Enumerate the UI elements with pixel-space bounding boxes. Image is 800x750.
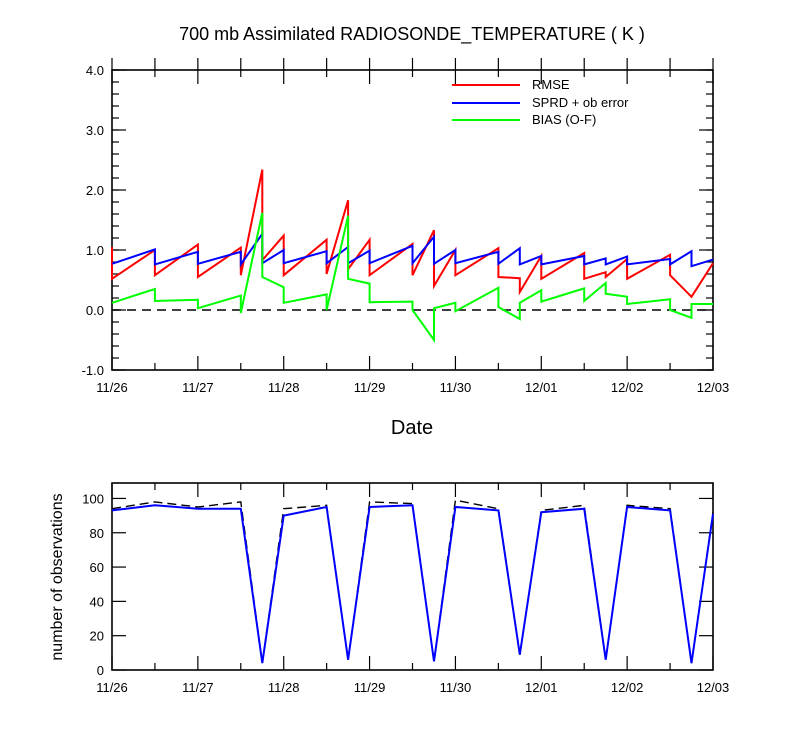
bottom-x-tick-label-11-26: 11/26	[96, 680, 128, 695]
legend: RMSE SPRD + ob error BIAS (O-F)	[452, 77, 629, 127]
bottom-y-tick-label: 80	[90, 526, 104, 541]
top-x-tick-label-11-28: 11/28	[268, 380, 300, 395]
top-y-tick-label: 2.0	[86, 183, 104, 198]
bottom-x-tick-label-12-03: 12/03	[697, 680, 730, 695]
bottom-x-tick-label-11-27: 11/27	[182, 680, 214, 695]
bottom-x-tick-label-11-30: 11/30	[440, 680, 472, 695]
bottom-y-tick-label: 100	[82, 491, 104, 506]
top-x-tick-label-12-03: 12/03	[697, 380, 730, 395]
top-series-sprd-ob-error	[111, 230, 714, 268]
top-x-tick-label-11-29: 11/29	[354, 380, 386, 395]
bottom-panel: 11/26 11/27 11/28 11/29 11/30 12/01 12/02 12/03…	[82, 482, 730, 695]
top-panel: 11/26 11/27 11/28 11/29 11/30 12/01 12/02 12/03…	[82, 58, 730, 395]
top-x-tick-label-11-26: 11/26	[96, 380, 128, 395]
top-y-tick-label: -1.0	[82, 363, 104, 378]
top-x-tick-label-11-27: 11/27	[182, 380, 214, 395]
top-y-tick-label: 0.0	[86, 303, 104, 318]
bottom-x-tick-label-11-29: 11/29	[354, 680, 386, 695]
bottom-y-tick-label: 60	[90, 560, 104, 575]
bottom-y-tick-label: 40	[90, 594, 104, 609]
chart-title: 700 mb Assimilated RADIOSONDE_TEMPERATUR…	[179, 24, 645, 45]
top-y-tick-label: 4.0	[86, 63, 104, 78]
bottom-y-axis-label: number of observations	[49, 493, 66, 660]
bottom-y-tick-label: 0	[97, 663, 104, 678]
legend-label-sprd: SPRD + ob error	[532, 95, 629, 110]
bottom-series-possible	[111, 499, 714, 664]
bottom-x-tick-label-12-02: 12/02	[611, 680, 644, 695]
top-series-rmse	[111, 169, 714, 299]
top-x-tick-label-12-02: 12/02	[611, 380, 644, 395]
top-series-bias-o-f	[111, 212, 713, 344]
top-x-tick-label-11-30: 11/30	[440, 380, 472, 395]
bottom-x-tick-label-12-01: 12/01	[525, 680, 558, 695]
legend-label-rmse: RMSE	[532, 77, 570, 92]
top-plot-frame	[111, 69, 714, 371]
bottom-series-used	[111, 504, 714, 664]
top-y-tick-label: 3.0	[86, 123, 104, 138]
bottom-y-tick-label: 20	[90, 629, 104, 644]
x-axis-label: Date	[391, 417, 433, 439]
legend-label-bias: BIAS (O-F)	[532, 112, 596, 127]
top-x-tick-label-12-01: 12/01	[525, 380, 558, 395]
bottom-x-tick-label-11-28: 11/28	[268, 680, 300, 695]
top-y-tick-label: 1.0	[86, 243, 104, 258]
